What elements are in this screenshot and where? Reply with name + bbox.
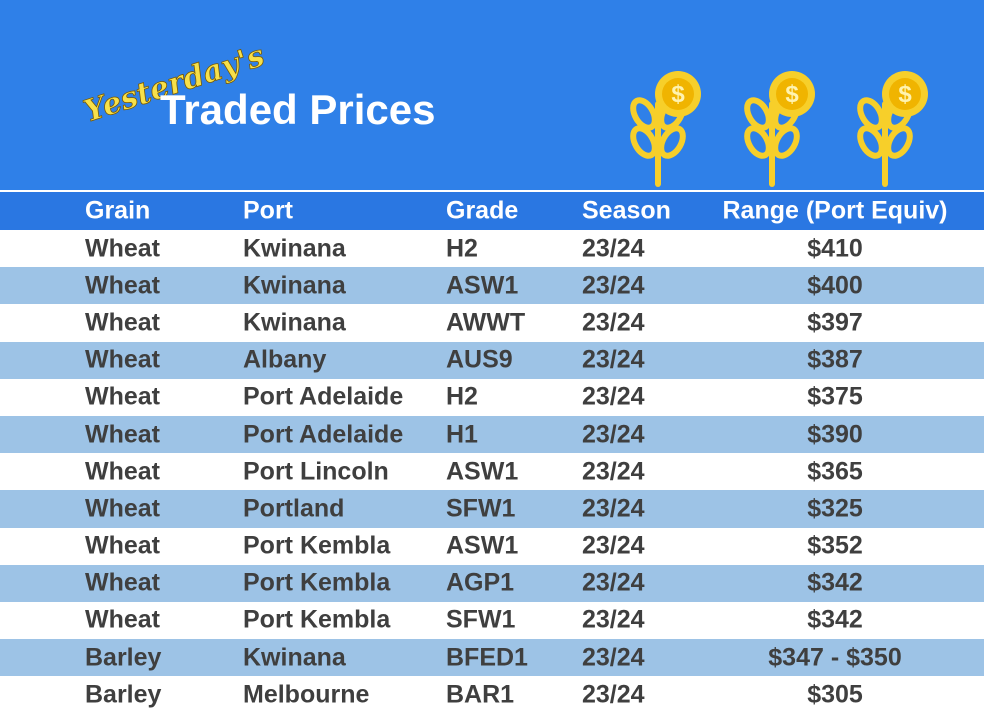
banner-art: $ Yesterday's Traded Prices (79, 38, 984, 190)
table-cell: $400 (807, 271, 863, 300)
table-row: Wheat Kwinana H2 23/24 $410 (0, 230, 984, 267)
table-cell: 23/24 (582, 457, 645, 486)
table-row: Wheat Port Kembla ASW1 23/24 $352 (0, 528, 984, 565)
table-cell: Wheat (85, 568, 160, 597)
table-cell: Wheat (85, 382, 160, 411)
table-cell: 23/24 (582, 345, 645, 374)
table-cell: SFW1 (446, 494, 516, 523)
table-row: Wheat Portland SFW1 23/24 $325 (0, 490, 984, 528)
table-cell: Barley (85, 643, 162, 672)
column-header: Range (Port Equiv) (722, 196, 948, 225)
table-cell: Wheat (85, 531, 160, 560)
column-header: Season (582, 196, 671, 225)
table-row: Wheat Port Adelaide H2 23/24 $375 (0, 379, 984, 416)
table-cell: 23/24 (582, 271, 645, 300)
wheat-coin-icon (856, 71, 928, 184)
table-cell: 23/24 (582, 420, 645, 449)
table-cell: ASW1 (446, 271, 519, 300)
table-cell: Wheat (85, 345, 160, 374)
table-cell: Port Kembla (243, 568, 391, 597)
table-cell: $390 (807, 420, 863, 449)
table-cell: $387 (807, 345, 863, 374)
table-cell: 23/24 (582, 494, 645, 523)
table-cell: H2 (446, 382, 478, 411)
table-row: Wheat Port Adelaide H1 23/24 $390 (0, 415, 984, 454)
table-row: Wheat Albany AUS9 23/24 $387 (0, 341, 984, 379)
table-cell: 23/24 (582, 382, 645, 411)
table-cell: 23/24 (582, 308, 645, 337)
wheat-coin-icon (743, 71, 815, 184)
table-cell: ASW1 (446, 531, 519, 560)
table-cell: 23/24 (582, 605, 645, 634)
table: Grain Port Grade Season Range (Port Equiv) Wh… (0, 192, 984, 713)
table-cell: Port Kembla (243, 531, 391, 560)
table-cell: Albany (243, 345, 327, 374)
table-row: Wheat Port Kembla AGP1 23/24 $342 (0, 564, 984, 602)
table-cell: $305 (807, 680, 863, 709)
table-cell: Kwinana (243, 308, 346, 337)
table-cell: AGP1 (446, 568, 515, 597)
column-header: Port (243, 196, 293, 225)
table-cell: Wheat (85, 605, 160, 634)
column-header: Grade (446, 196, 519, 225)
table-row: Wheat Kwinana AWWT 23/24 $397 (0, 304, 984, 341)
table-cell: Kwinana (243, 234, 346, 263)
table-cell: AWWT (446, 308, 526, 337)
table-cell: Melbourne (243, 680, 370, 709)
table-cell: Kwinana (243, 271, 346, 300)
table-row: Wheat Kwinana ASW1 23/24 $400 (0, 267, 984, 305)
table-cell: Wheat (85, 308, 160, 337)
table-cell: Port Kembla (243, 605, 391, 634)
header-row: Grain Port Grade Season Range (Port Equiv) (0, 192, 984, 230)
table-cell: $375 (807, 382, 863, 411)
banner: $ Yesterday's Traded Prices (0, 0, 984, 190)
table-cell: H2 (446, 234, 478, 263)
table-cell: BFED1 (446, 643, 528, 672)
table-cell: $365 (807, 457, 863, 486)
table-cell: H1 (446, 420, 478, 449)
table-cell: Kwinana (243, 643, 346, 672)
table-cell: 23/24 (582, 531, 645, 560)
table-row: Wheat Port Lincoln ASW1 23/24 $365 (0, 453, 984, 490)
table-cell: Port Adelaide (243, 382, 404, 411)
table-cell: AUS9 (446, 345, 513, 374)
table-cell: 23/24 (582, 234, 645, 263)
table-row: Wheat Port Kembla SFW1 23/24 $342 (0, 602, 984, 639)
table-cell: Port Adelaide (243, 420, 404, 449)
table-cell: $352 (807, 531, 863, 560)
table-cell: 23/24 (582, 643, 645, 672)
table-cell: Barley (85, 680, 162, 709)
title: Traded Prices (160, 86, 435, 133)
table-cell: BAR1 (446, 680, 515, 709)
table-cell: Wheat (85, 494, 160, 523)
table-row: Barley Melbourne BAR1 23/24 $305 (0, 676, 984, 713)
wheat-coin-icon (629, 71, 701, 184)
table-cell: Port Lincoln (243, 457, 389, 486)
table-cell: Wheat (85, 420, 160, 449)
column-header: Grain (85, 196, 151, 225)
table-cell: 23/24 (582, 680, 645, 709)
table-cell: $347 - $350 (768, 643, 902, 672)
table-cell: $342 (807, 568, 863, 597)
table-cell: Portland (243, 494, 345, 523)
table-cell: $410 (807, 234, 863, 263)
table-cell: Wheat (85, 234, 160, 263)
table-cell: $397 (807, 308, 863, 337)
table-row: Barley Kwinana BFED1 23/24 $347 - $350 (0, 639, 984, 677)
table-cell: Wheat (85, 457, 160, 486)
table-cell: ASW1 (446, 457, 519, 486)
table-cell: 23/24 (582, 568, 645, 597)
table-cell: $325 (807, 494, 863, 523)
table-cell: Wheat (85, 271, 160, 300)
table-cell: SFW1 (446, 605, 516, 634)
table-cell: $342 (807, 605, 863, 634)
